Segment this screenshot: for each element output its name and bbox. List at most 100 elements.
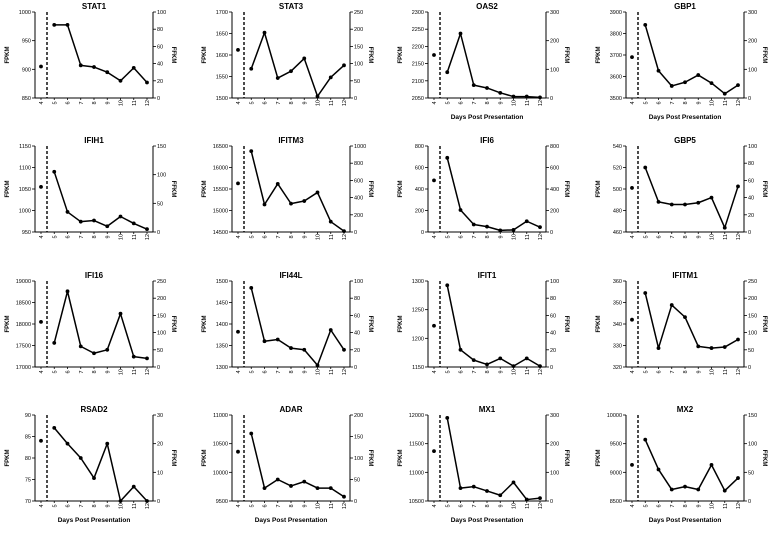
x-tick-label: 5 bbox=[249, 370, 255, 373]
x-tick-label: 5 bbox=[52, 101, 58, 104]
left-tick-label: 15000 bbox=[213, 209, 228, 215]
x-tick-label: 10 bbox=[512, 100, 518, 106]
series-point bbox=[445, 155, 450, 160]
x-tick-label: 6 bbox=[66, 370, 72, 373]
x-tick-label: 5 bbox=[445, 235, 451, 238]
series-point bbox=[118, 311, 123, 316]
series-point bbox=[643, 437, 648, 442]
right-tick-label: 20 bbox=[550, 348, 556, 354]
x-tick-label: 8 bbox=[683, 504, 689, 507]
left-tick-label: 480 bbox=[613, 209, 622, 215]
right-tick-label: 250 bbox=[748, 279, 757, 285]
right-axis-label: FFKM bbox=[367, 450, 373, 467]
chart-panel-ifit1: IFIT1 1150 1200 1250 1300 0 20 40 60 80 100 4 5 6 7 8 9 1… bbox=[398, 271, 569, 375]
left-tick-label: 1500 bbox=[216, 96, 228, 102]
left-tick-label: 1000 bbox=[19, 209, 31, 215]
x-tick-label: 8 bbox=[289, 235, 295, 238]
right-tick-label: 150 bbox=[157, 144, 166, 150]
right-tick-label: 200 bbox=[550, 39, 559, 45]
right-tick-label: 0 bbox=[157, 96, 160, 102]
right-axis-label: FFKM bbox=[170, 181, 176, 198]
x-tick-label: 5 bbox=[445, 101, 451, 104]
x-tick-label: 8 bbox=[289, 370, 295, 373]
left-tick-label: 11000 bbox=[213, 413, 228, 419]
x-tick-label: 7 bbox=[670, 504, 676, 507]
right-tick-label: 20 bbox=[157, 442, 163, 448]
baseline-point bbox=[432, 53, 436, 57]
x-tick-label: 12 bbox=[736, 234, 742, 240]
left-tick-label: 70 bbox=[25, 499, 31, 505]
right-axis-label: FFKM bbox=[761, 181, 767, 198]
series-line bbox=[644, 292, 739, 349]
right-axis-label: FFKM bbox=[367, 181, 373, 198]
left-axis-label: FPKM bbox=[596, 181, 602, 198]
x-tick-label: 6 bbox=[263, 504, 269, 507]
right-tick-label: 250 bbox=[157, 279, 166, 285]
panel-title: IFIH1 bbox=[84, 136, 104, 145]
right-tick-label: 80 bbox=[550, 296, 556, 302]
x-tick-label: 4 bbox=[630, 370, 636, 373]
series-point bbox=[445, 415, 450, 420]
series-point bbox=[485, 489, 489, 493]
series-point bbox=[52, 341, 57, 345]
left-axis-label: FPKM bbox=[202, 316, 208, 333]
series-point bbox=[131, 221, 136, 226]
right-tick-label: 100 bbox=[354, 62, 363, 68]
left-tick-label: 500 bbox=[613, 187, 622, 193]
right-tick-label: 150 bbox=[157, 313, 166, 319]
series-point bbox=[328, 486, 333, 490]
x-axis-title-bottom: Days Post Presentation bbox=[451, 517, 524, 524]
right-tick-label: 0 bbox=[550, 96, 553, 102]
chart-panel-mx2: MX2 8500 9000 9500 10000 0 50 100 150 4 5 6 7 8 9 10 11 1… bbox=[596, 405, 767, 509]
x-tick-label: 5 bbox=[249, 101, 255, 104]
x-tick-label: 12 bbox=[538, 369, 544, 375]
series-point bbox=[342, 63, 346, 68]
series-point bbox=[52, 169, 57, 174]
right-tick-label: 100 bbox=[550, 67, 559, 73]
series-point bbox=[643, 165, 648, 170]
right-tick-label: 100 bbox=[748, 67, 757, 73]
series-point bbox=[736, 83, 740, 87]
panel-title: IFITM3 bbox=[278, 136, 304, 145]
series-point bbox=[262, 202, 267, 207]
series-point bbox=[249, 149, 254, 154]
right-axis-label: FFKM bbox=[563, 47, 569, 64]
baseline-point bbox=[236, 329, 240, 334]
right-tick-label: 0 bbox=[550, 499, 553, 505]
left-tick-label: 9000 bbox=[610, 470, 622, 476]
x-tick-label: 4 bbox=[236, 235, 242, 238]
left-tick-label: 3700 bbox=[610, 53, 622, 59]
baseline-point bbox=[432, 178, 436, 183]
right-tick-label: 100 bbox=[157, 173, 166, 179]
series-point bbox=[105, 70, 110, 75]
right-tick-label: 150 bbox=[354, 435, 363, 441]
x-tick-label: 11 bbox=[132, 503, 138, 509]
series-point bbox=[524, 356, 529, 361]
x-tick-label: 8 bbox=[485, 235, 491, 238]
series-point bbox=[249, 66, 254, 71]
right-tick-label: 0 bbox=[748, 96, 751, 102]
series-point bbox=[471, 484, 476, 489]
series-point bbox=[722, 345, 727, 349]
chart-panel-stat1: STAT1 850 900 950 1000 0 20 40 60 80 100 4 5 6 7 8 9 10 11… bbox=[5, 2, 176, 106]
right-axis-label: FFKM bbox=[563, 316, 569, 333]
x-tick-label: 6 bbox=[657, 370, 663, 373]
x-tick-label: 4 bbox=[432, 504, 438, 507]
x-axis-title-bottom: Days Post Presentation bbox=[58, 517, 131, 524]
x-tick-label: 5 bbox=[643, 370, 649, 373]
right-tick-label: 50 bbox=[748, 348, 754, 354]
right-tick-label: 0 bbox=[748, 365, 751, 371]
series-point bbox=[65, 441, 70, 446]
left-tick-label: 10500 bbox=[213, 442, 228, 448]
left-tick-label: 2100 bbox=[412, 79, 424, 85]
series-point bbox=[315, 486, 320, 490]
left-tick-label: 3900 bbox=[610, 10, 622, 16]
left-tick-label: 460 bbox=[613, 230, 622, 236]
x-tick-label: 8 bbox=[289, 101, 295, 104]
series-point bbox=[275, 181, 280, 186]
right-tick-label: 20 bbox=[157, 79, 163, 85]
left-tick-label: 1150 bbox=[19, 144, 31, 150]
right-axis-label: FFKM bbox=[170, 316, 176, 333]
left-tick-label: 2050 bbox=[412, 96, 424, 102]
x-tick-label: 8 bbox=[485, 370, 491, 373]
